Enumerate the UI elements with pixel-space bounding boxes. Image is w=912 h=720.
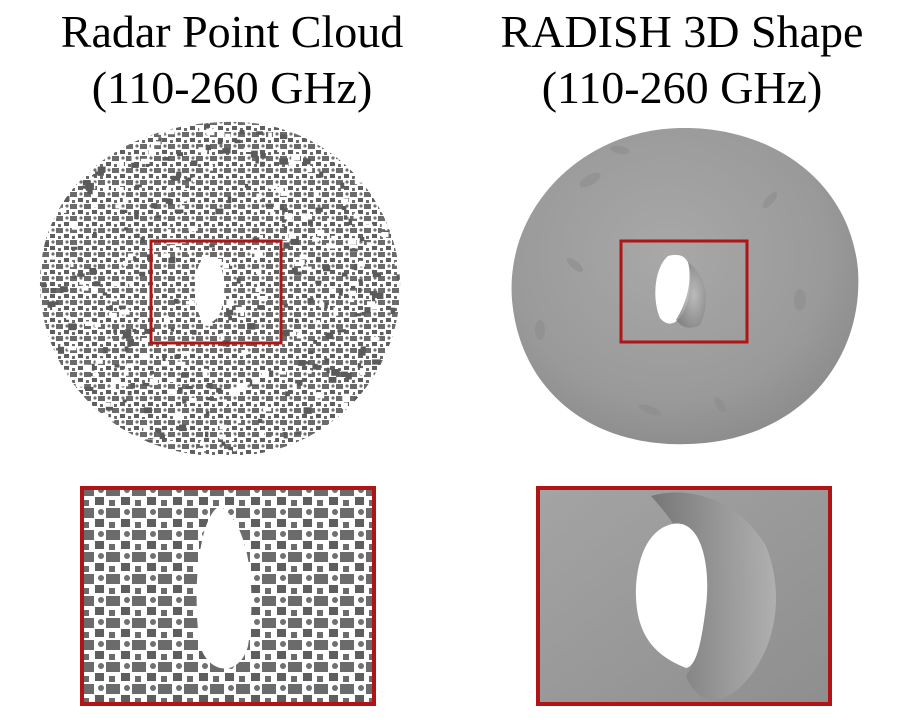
left-title-line1: Radar Point Cloud <box>60 6 404 57</box>
left-panel-title: Radar Point Cloud (110-260 GHz) <box>12 4 452 116</box>
left-highlight-box <box>149 239 283 345</box>
right-title-line2: (110-260 GHz) <box>541 62 823 113</box>
right-panel-title: RADISH 3D Shape (110-260 GHz) <box>462 4 902 116</box>
right-title-line1: RADISH 3D Shape <box>500 6 864 57</box>
right-highlight-box <box>619 239 749 344</box>
right-zoom-inset <box>536 486 832 706</box>
left-zoom-inset <box>80 486 376 706</box>
left-title-line2: (110-260 GHz) <box>91 62 373 113</box>
